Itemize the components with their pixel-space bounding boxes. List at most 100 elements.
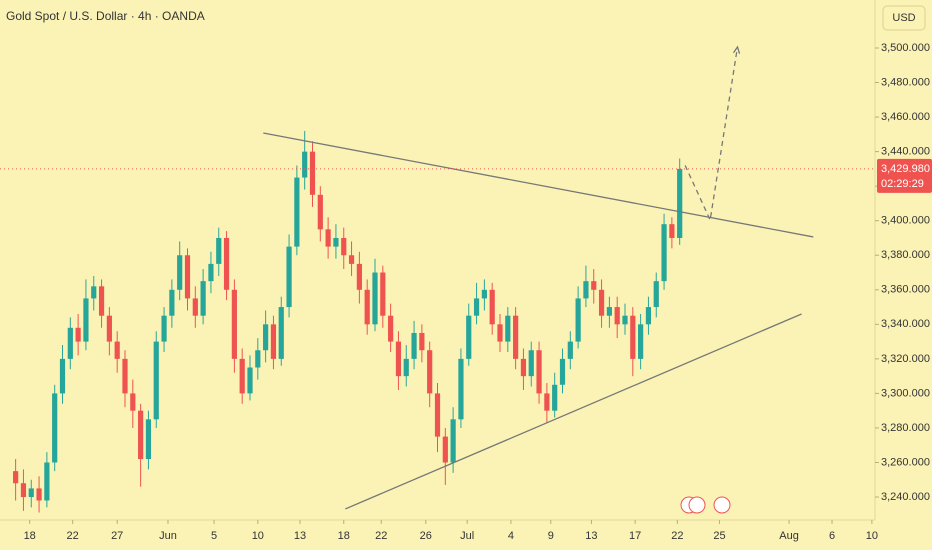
y-tick-label: 3,320.000 xyxy=(881,353,930,365)
candle-body xyxy=(434,393,441,437)
candle-body xyxy=(91,286,97,299)
event-icon[interactable] xyxy=(713,496,731,514)
candle-body xyxy=(598,289,605,316)
x-tick-label: 18 xyxy=(24,530,36,542)
candle-body xyxy=(513,315,519,359)
candle-body xyxy=(286,246,292,308)
plot-layer xyxy=(0,45,875,513)
candle-body xyxy=(75,327,81,342)
chart-title: Gold Spot / U.S. Dollar · 4h · OANDA xyxy=(6,9,205,23)
candle-body xyxy=(239,358,245,394)
candle-body xyxy=(442,436,448,463)
candle-body xyxy=(575,298,581,342)
candle-body xyxy=(145,419,152,460)
candle-body xyxy=(458,358,464,420)
currency-button[interactable] xyxy=(882,5,926,31)
candle-body xyxy=(489,289,495,325)
candle-body xyxy=(661,224,667,282)
candle-body xyxy=(98,286,105,316)
candle-body xyxy=(473,298,480,316)
candle-body xyxy=(544,393,550,411)
candle-body xyxy=(653,281,659,308)
y-tick-label: 3,260.000 xyxy=(881,456,930,468)
candle-body xyxy=(161,315,167,342)
candle-body xyxy=(184,255,191,299)
y-tick-label: 3,440.000 xyxy=(881,146,930,158)
candle-body xyxy=(497,324,503,342)
candle-body xyxy=(28,488,34,498)
candle-body xyxy=(200,281,206,316)
x-tick-label: 17 xyxy=(629,530,641,542)
candle-body xyxy=(177,255,183,290)
x-tick-label: Jun xyxy=(159,530,177,542)
drawing-line xyxy=(263,132,814,238)
x-tick-label: 26 xyxy=(420,530,432,542)
countdown-label: 02:29:29 xyxy=(881,178,924,190)
y-tick-label: 3,340.000 xyxy=(881,318,930,330)
candle-body xyxy=(567,341,573,359)
candle-body xyxy=(638,324,644,359)
candle-body xyxy=(153,341,159,420)
y-tick-label: 3,360.000 xyxy=(881,284,930,296)
candle-body xyxy=(122,358,128,394)
candle-body xyxy=(169,289,175,316)
drawing-line xyxy=(684,46,739,223)
candle-body xyxy=(44,462,50,501)
candle-body xyxy=(450,419,456,463)
candle-body xyxy=(52,393,58,463)
candle-body xyxy=(645,307,652,325)
x-tick-label: 22 xyxy=(671,530,683,542)
candle-body xyxy=(348,255,355,264)
candle-body xyxy=(263,324,269,351)
x-tick-label: 22 xyxy=(67,530,79,542)
x-tick-label: 18 xyxy=(338,530,350,542)
candle-body xyxy=(481,289,487,299)
candle-body xyxy=(106,315,112,342)
candle-body xyxy=(302,151,308,178)
x-tick-label: 4 xyxy=(508,530,514,542)
x-tick-label: 10 xyxy=(252,530,264,542)
candle-body xyxy=(231,289,237,359)
candle-body xyxy=(388,315,394,342)
candle-body xyxy=(192,298,198,316)
candle-body xyxy=(208,263,214,282)
candle-body xyxy=(614,307,620,325)
event-icons xyxy=(680,496,731,514)
x-tick-label: 10 xyxy=(866,530,878,542)
candle-body xyxy=(559,358,566,385)
candle-body xyxy=(583,281,589,299)
candle-body xyxy=(13,471,19,484)
x-tick-label: 6 xyxy=(829,530,835,542)
candle-body xyxy=(622,315,628,325)
candle-body xyxy=(67,327,73,359)
x-tick-label: 27 xyxy=(111,530,123,542)
candle-body xyxy=(520,358,527,377)
y-tick-label: 3,240.000 xyxy=(881,491,930,503)
candle-body xyxy=(677,168,683,238)
y-tick-label: 3,400.000 xyxy=(881,215,930,227)
event-icon[interactable] xyxy=(688,496,706,514)
x-tick-label: 22 xyxy=(375,530,387,542)
candle-body xyxy=(536,350,542,394)
candle-body xyxy=(427,350,433,394)
currency-label: USD xyxy=(892,12,915,24)
candle-body xyxy=(325,229,331,247)
candle-body xyxy=(130,393,136,411)
candle-body xyxy=(606,307,612,316)
candle-body xyxy=(317,194,323,230)
x-tick-label: 5 xyxy=(211,530,217,542)
candle-body xyxy=(255,350,261,368)
x-tick-label: 13 xyxy=(585,530,597,542)
candle-body xyxy=(395,341,402,377)
candle-body xyxy=(356,263,362,290)
last-price-label: 3,429.980 xyxy=(881,163,930,175)
candle-body xyxy=(83,298,89,342)
y-tick-label: 3,460.000 xyxy=(881,111,930,123)
x-tick-label: Jul xyxy=(460,530,474,542)
arrow-head xyxy=(732,45,741,54)
candle-body xyxy=(591,281,597,290)
y-tick-label: 3,480.000 xyxy=(881,76,930,88)
candle-body xyxy=(216,237,222,264)
x-tick-label: 13 xyxy=(294,530,306,542)
candle-body xyxy=(528,350,534,377)
